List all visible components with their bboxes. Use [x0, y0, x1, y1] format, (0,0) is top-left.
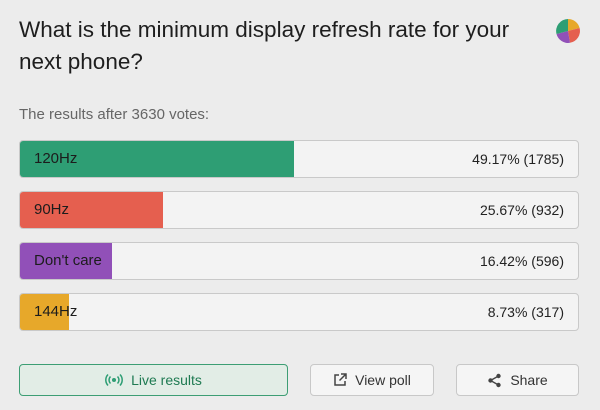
live-results-button[interactable]: Live results — [19, 364, 288, 396]
option-label: 144Hz — [34, 303, 78, 320]
external-link-icon — [334, 373, 347, 386]
result-bar: 120Hz 49.17% (1785) — [19, 140, 579, 178]
share-button[interactable]: Share — [456, 364, 579, 396]
live-results-label: Live results — [131, 372, 202, 388]
result-fill — [20, 141, 295, 177]
share-icon — [488, 373, 502, 387]
option-label: 120Hz — [34, 150, 78, 167]
option-label: 90Hz — [34, 201, 70, 218]
result-fill — [20, 192, 164, 228]
broadcast-icon — [105, 373, 124, 387]
result-fill — [20, 294, 69, 330]
option-value: 49.17% (1785) — [472, 151, 564, 167]
view-poll-label: View poll — [355, 372, 411, 388]
option-label: Don't care — [34, 252, 102, 269]
pie-chart-icon — [556, 19, 580, 43]
results-summary: The results after 3630 votes: — [19, 106, 210, 123]
view-poll-button[interactable]: View poll — [310, 364, 434, 396]
result-bar: 90Hz 25.67% (932) — [19, 191, 579, 229]
option-value: 25.67% (932) — [479, 202, 564, 218]
poll-question: What is the minimum display refresh rate… — [19, 17, 510, 74]
share-label: Share — [510, 372, 548, 388]
result-bar: 144Hz 8.73% (317) — [19, 293, 579, 331]
poll-results: 120Hz 49.17% (1785) 90Hz 25.67% (932) Do… — [19, 140, 579, 344]
result-fill — [20, 243, 112, 279]
result-bar: Don't care 16.42% (596) — [19, 242, 579, 280]
option-value: 16.42% (596) — [479, 253, 564, 269]
option-value: 8.73% (317) — [487, 304, 564, 320]
